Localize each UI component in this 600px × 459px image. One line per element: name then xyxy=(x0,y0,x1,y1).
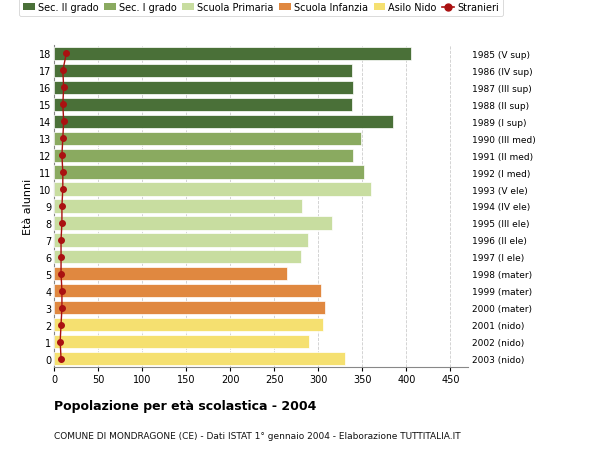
Bar xyxy=(54,149,353,162)
Legend: Sec. II grado, Sec. I grado, Scuola Primaria, Scuola Infanzia, Asilo Nido, Stran: Sec. II grado, Sec. I grado, Scuola Prim… xyxy=(19,0,503,17)
Bar xyxy=(54,319,323,331)
Bar xyxy=(54,115,393,129)
Bar xyxy=(54,285,321,298)
Bar xyxy=(54,217,332,230)
Point xyxy=(57,203,67,210)
Point xyxy=(56,254,66,261)
Bar xyxy=(54,166,364,179)
Bar xyxy=(54,200,302,213)
Text: Popolazione per età scolastica - 2004: Popolazione per età scolastica - 2004 xyxy=(54,399,316,412)
Point xyxy=(55,338,65,346)
Bar xyxy=(54,234,308,247)
Point xyxy=(56,355,66,363)
Point xyxy=(56,270,66,278)
Bar xyxy=(54,82,353,95)
Bar xyxy=(54,268,287,281)
Bar xyxy=(54,352,344,365)
Point xyxy=(59,84,68,92)
Bar xyxy=(54,132,361,146)
Point xyxy=(62,50,71,58)
Point xyxy=(59,118,68,126)
Bar xyxy=(54,251,301,264)
Point xyxy=(58,186,68,193)
Point xyxy=(58,101,68,109)
Point xyxy=(57,304,67,312)
Bar xyxy=(54,183,371,196)
Point xyxy=(58,135,68,143)
Bar xyxy=(54,99,352,112)
Bar xyxy=(54,48,411,61)
Point xyxy=(58,169,68,176)
Bar xyxy=(54,302,325,314)
Bar xyxy=(54,335,310,348)
Point xyxy=(56,321,66,329)
Bar xyxy=(54,65,352,78)
Y-axis label: Anni di nascita: Anni di nascita xyxy=(598,165,600,248)
Text: COMUNE DI MONDRAGONE (CE) - Dati ISTAT 1° gennaio 2004 - Elaborazione TUTTITALIA: COMUNE DI MONDRAGONE (CE) - Dati ISTAT 1… xyxy=(54,431,461,441)
Point xyxy=(57,220,67,227)
Point xyxy=(58,67,68,75)
Point xyxy=(56,237,66,244)
Y-axis label: Età alunni: Età alunni xyxy=(23,179,33,235)
Point xyxy=(57,287,67,295)
Point xyxy=(57,152,67,159)
